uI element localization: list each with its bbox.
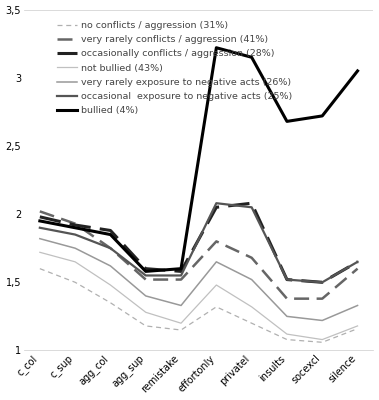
- occasional  exposure to negative acts (25%): [214, 201, 219, 206]
- bullied (4%): [214, 45, 219, 50]
- not bullied (43%): [214, 283, 219, 288]
- occasionally conflicts / aggression (28%): [214, 205, 219, 210]
- very rarely exposure to negative acts (26%): [249, 277, 254, 282]
- no conflicts / aggression (31%): [214, 304, 219, 309]
- no conflicts / aggression (31%): [38, 266, 42, 271]
- very rarely conflicts / aggression (41%): [38, 209, 42, 214]
- occasional  exposure to negative acts (25%): [285, 277, 289, 282]
- not bullied (43%): [73, 260, 77, 264]
- not bullied (43%): [144, 310, 148, 315]
- very rarely conflicts / aggression (41%): [355, 266, 360, 271]
- Legend: no conflicts / aggression (31%), very rarely conflicts / aggression (41%), occas: no conflicts / aggression (31%), very ra…: [56, 21, 293, 115]
- occasional  exposure to negative acts (25%): [38, 225, 42, 230]
- no conflicts / aggression (31%): [179, 328, 183, 332]
- occasionally conflicts / aggression (28%): [285, 277, 289, 282]
- not bullied (43%): [320, 337, 324, 342]
- occasional  exposure to negative acts (25%): [73, 232, 77, 237]
- Line: bullied (4%): bullied (4%): [40, 48, 357, 271]
- very rarely exposure to negative acts (26%): [38, 236, 42, 241]
- bullied (4%): [285, 119, 289, 124]
- very rarely conflicts / aggression (41%): [285, 296, 289, 301]
- occasionally conflicts / aggression (28%): [144, 266, 148, 271]
- very rarely conflicts / aggression (41%): [179, 277, 183, 282]
- Line: occasionally conflicts / aggression (28%): occasionally conflicts / aggression (28%…: [40, 203, 357, 282]
- not bullied (43%): [285, 332, 289, 336]
- occasionally conflicts / aggression (28%): [108, 228, 113, 233]
- Line: no conflicts / aggression (31%): no conflicts / aggression (31%): [40, 269, 357, 342]
- no conflicts / aggression (31%): [73, 280, 77, 285]
- bullied (4%): [73, 225, 77, 230]
- not bullied (43%): [355, 324, 360, 328]
- occasional  exposure to negative acts (25%): [320, 280, 324, 285]
- very rarely exposure to negative acts (26%): [285, 314, 289, 319]
- Line: very rarely conflicts / aggression (41%): very rarely conflicts / aggression (41%): [40, 211, 357, 299]
- occasionally conflicts / aggression (28%): [249, 201, 254, 206]
- very rarely conflicts / aggression (41%): [320, 296, 324, 301]
- bullied (4%): [108, 232, 113, 237]
- no conflicts / aggression (31%): [320, 340, 324, 345]
- no conflicts / aggression (31%): [249, 321, 254, 326]
- occasionally conflicts / aggression (28%): [320, 280, 324, 285]
- bullied (4%): [355, 68, 360, 73]
- occasional  exposure to negative acts (25%): [249, 205, 254, 210]
- Line: not bullied (43%): not bullied (43%): [40, 252, 357, 340]
- not bullied (43%): [179, 321, 183, 326]
- very rarely exposure to negative acts (26%): [144, 294, 148, 298]
- not bullied (43%): [108, 283, 113, 288]
- bullied (4%): [249, 55, 254, 60]
- not bullied (43%): [249, 304, 254, 309]
- very rarely conflicts / aggression (41%): [214, 239, 219, 244]
- very rarely conflicts / aggression (41%): [249, 255, 254, 260]
- no conflicts / aggression (31%): [355, 326, 360, 331]
- very rarely exposure to negative acts (26%): [73, 246, 77, 251]
- occasionally conflicts / aggression (28%): [355, 260, 360, 264]
- very rarely conflicts / aggression (41%): [73, 221, 77, 226]
- bullied (4%): [179, 266, 183, 271]
- no conflicts / aggression (31%): [285, 337, 289, 342]
- occasionally conflicts / aggression (28%): [179, 269, 183, 274]
- very rarely exposure to negative acts (26%): [320, 318, 324, 323]
- very rarely exposure to negative acts (26%): [214, 260, 219, 264]
- occasional  exposure to negative acts (25%): [144, 273, 148, 278]
- not bullied (43%): [38, 250, 42, 255]
- bullied (4%): [38, 218, 42, 223]
- occasionally conflicts / aggression (28%): [38, 214, 42, 219]
- very rarely exposure to negative acts (26%): [108, 264, 113, 268]
- no conflicts / aggression (31%): [144, 324, 148, 328]
- occasional  exposure to negative acts (25%): [355, 260, 360, 264]
- occasional  exposure to negative acts (25%): [179, 273, 183, 278]
- very rarely conflicts / aggression (41%): [108, 246, 113, 251]
- bullied (4%): [144, 269, 148, 274]
- Line: occasional  exposure to negative acts (25%): occasional exposure to negative acts (25…: [40, 203, 357, 282]
- no conflicts / aggression (31%): [108, 300, 113, 305]
- very rarely exposure to negative acts (26%): [179, 303, 183, 308]
- bullied (4%): [320, 114, 324, 118]
- very rarely conflicts / aggression (41%): [144, 277, 148, 282]
- Line: very rarely exposure to negative acts (26%): very rarely exposure to negative acts (2…: [40, 239, 357, 320]
- very rarely exposure to negative acts (26%): [355, 303, 360, 308]
- occasionally conflicts / aggression (28%): [73, 223, 77, 228]
- occasional  exposure to negative acts (25%): [108, 246, 113, 251]
